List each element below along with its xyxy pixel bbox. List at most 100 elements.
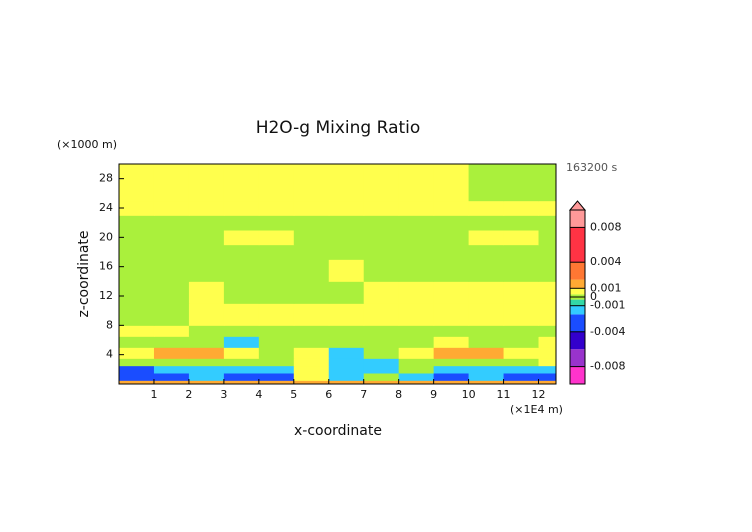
contour-cell (363, 325, 400, 337)
y-tick-label: 8 (106, 318, 113, 331)
contour-cell (538, 347, 557, 359)
contour-cell (153, 347, 190, 359)
contour-cell (188, 244, 225, 260)
contour-cell (363, 281, 400, 304)
contour-cell (188, 281, 225, 304)
contour-cell (188, 347, 225, 359)
contour-cell (363, 259, 400, 282)
contour-cell (119, 215, 155, 231)
contour-cell (223, 373, 260, 381)
colorbar-segment (570, 210, 585, 228)
contour-cell (468, 358, 505, 367)
contour-cell (503, 358, 540, 367)
x-tick-label: 10 (462, 388, 476, 401)
contour-cell (119, 303, 155, 326)
contour-cell (433, 303, 470, 326)
contour-cell (538, 380, 557, 385)
contour-cell (188, 358, 225, 367)
contour-cell (258, 164, 295, 202)
contour-cell (258, 215, 295, 231)
contour-cell (328, 336, 365, 348)
contour-cell (328, 303, 365, 326)
y-tick-label: 12 (99, 289, 113, 302)
contour-cell (433, 259, 470, 282)
contour-cell (153, 325, 190, 337)
contour-cell (468, 281, 505, 304)
contour-cell (258, 303, 295, 326)
contour-cell (119, 230, 155, 246)
contour-cell (293, 259, 330, 282)
contour-cell (363, 164, 400, 202)
colorbar-segment (570, 279, 585, 289)
contour-cell (119, 281, 155, 304)
contour-cell (538, 164, 557, 202)
colorbar-segment (570, 288, 585, 295)
contour-cell (258, 230, 295, 246)
contour-cell (363, 215, 400, 231)
contour-cell (223, 230, 260, 246)
contour-cell (398, 325, 435, 337)
contour-cell (433, 244, 470, 260)
contour-cell (328, 215, 365, 231)
contour-cell (468, 365, 505, 374)
contour-cell (258, 373, 295, 381)
contour-cell (328, 347, 365, 359)
colorbar-segment (570, 227, 585, 263)
contour-cell (223, 365, 260, 374)
contour-cell (468, 373, 505, 381)
contour-cell (119, 373, 155, 381)
contour-cell (538, 303, 557, 326)
contour-cell (398, 358, 435, 367)
contour-cell (328, 164, 365, 202)
contour-cell (328, 325, 365, 337)
contour-cell (258, 336, 295, 348)
x-tick-label: 3 (220, 388, 227, 401)
y-tick-label: 4 (106, 348, 113, 361)
contour-cell (328, 230, 365, 246)
contour-cell (538, 215, 557, 231)
contour-cell (433, 215, 470, 231)
contour-cell (363, 373, 400, 381)
contour-cell (188, 380, 225, 385)
colorbar-segment (570, 305, 585, 315)
contour-cell (188, 325, 225, 337)
contour-cell (119, 380, 155, 385)
contour-cell (328, 244, 365, 260)
contour-cell (468, 215, 505, 231)
x-tick-label: 2 (185, 388, 192, 401)
y-tick-label: 20 (99, 230, 113, 243)
contour-cell (538, 373, 557, 381)
contour-cell (398, 281, 435, 304)
contour-cell (328, 365, 365, 374)
contour-cell (293, 347, 330, 359)
contour-cell (328, 200, 365, 216)
colorbar-segment (570, 262, 585, 280)
contour-cell (188, 373, 225, 381)
contour-cell (468, 336, 505, 348)
colorbar-segment (570, 331, 585, 350)
colorbar-segment (570, 366, 585, 384)
x-tick-label: 11 (497, 388, 511, 401)
contour-cell (293, 365, 330, 374)
contour-cell (328, 373, 365, 381)
x-tick-label: 6 (325, 388, 332, 401)
contour-cell (433, 230, 470, 246)
contour-cell (503, 336, 540, 348)
colorbar-tick-label: -0.001 (590, 299, 625, 312)
contour-cell (503, 373, 540, 381)
contour-cell (433, 281, 470, 304)
contour-cell (153, 230, 190, 246)
y-axis-label: z-coordinate (76, 230, 92, 317)
contour-cell (223, 380, 260, 385)
contour-cell (468, 325, 505, 337)
contour-cell (433, 380, 470, 385)
contour-cell (258, 347, 295, 359)
contour-cell (153, 358, 190, 367)
contour-cell (223, 336, 260, 348)
contour-cell (503, 200, 540, 216)
contour-cell (258, 281, 295, 304)
contour-cell (223, 347, 260, 359)
contour-cell (119, 200, 155, 216)
y-tick-label: 24 (99, 201, 113, 214)
